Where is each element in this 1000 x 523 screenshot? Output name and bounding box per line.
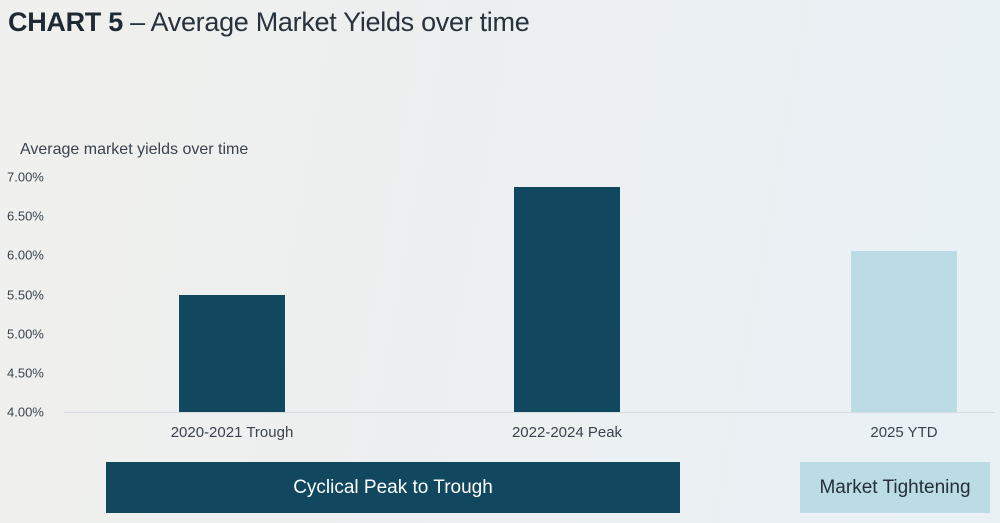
y-axis-tick-label: 5.50%: [7, 287, 44, 302]
figure-title-prefix: CHART 5: [8, 7, 123, 37]
figure-title-text: – Average Market Yields over time: [130, 7, 530, 37]
y-axis-tick-label: 7.00%: [7, 169, 44, 185]
y-axis-tick-label: 4.50%: [7, 365, 44, 381]
annotation-cyclical-peak-to-trough: Cyclical Peak to Trough: [106, 462, 680, 513]
bar-2022-2024-peak: [514, 187, 620, 412]
chart-title: Average market yields over time: [20, 141, 249, 158]
annotation-market-tightening: Market Tightening: [800, 462, 990, 513]
bar-2025-ytd: [851, 251, 957, 412]
bar-2020-2021-trough: [179, 294, 285, 412]
x-axis-category-label: 2025 YTD: [870, 424, 938, 441]
x-axis-baseline: [64, 412, 995, 413]
x-axis-category-label: 2020-2021 Trough: [170, 424, 294, 441]
y-axis-tick-label: 5.00%: [7, 326, 44, 342]
figure-title: CHART 5 – Average Market Yields over tim…: [8, 5, 530, 39]
x-axis-category-label: 2022-2024 Peak: [511, 424, 623, 441]
y-axis-tick-label: 6.00%: [7, 247, 44, 263]
y-axis-tick-label: 4.00%: [7, 404, 44, 420]
y-axis-tick-label: 6.50%: [7, 208, 44, 224]
